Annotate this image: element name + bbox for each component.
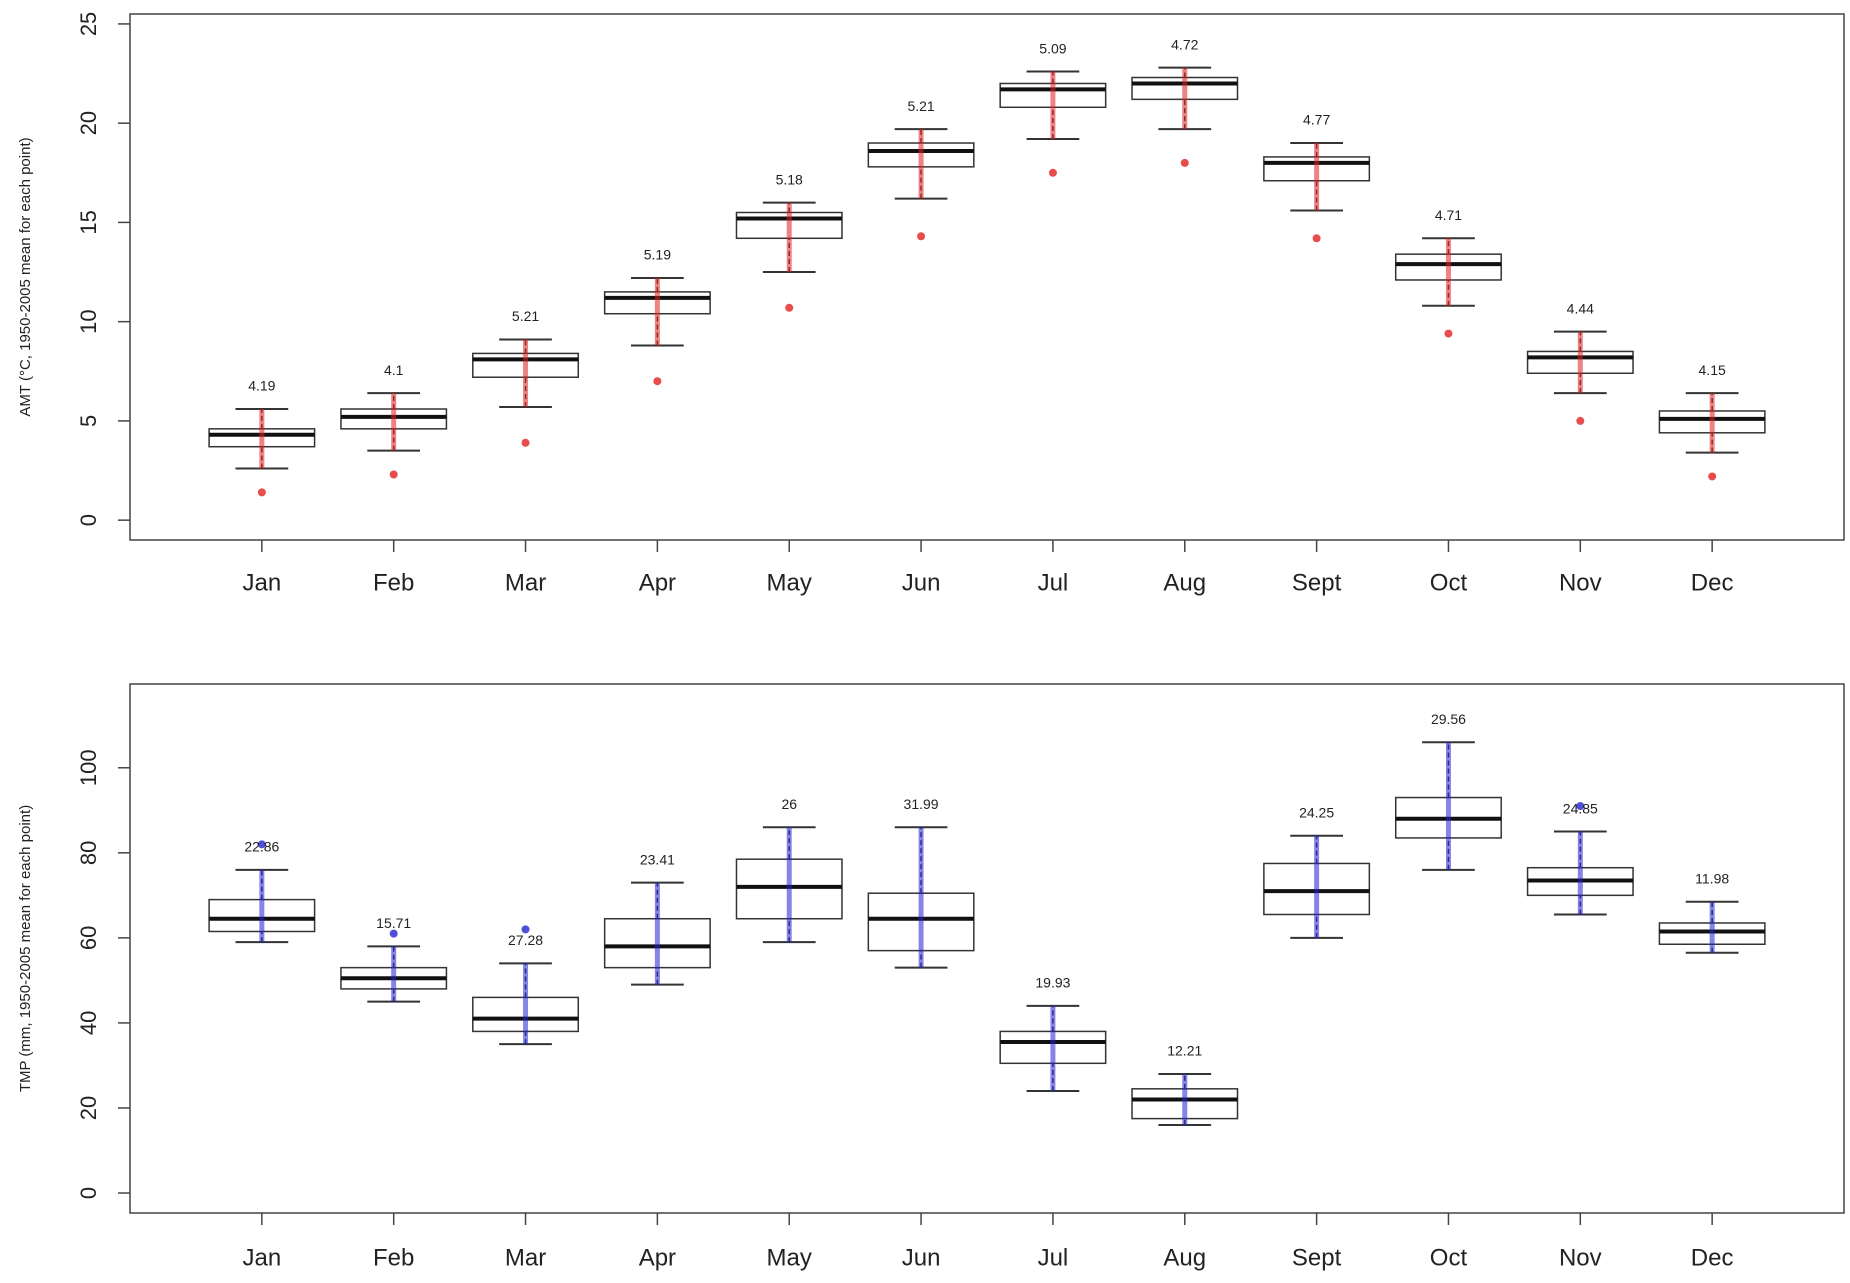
annotation: 4.71 bbox=[1435, 207, 1462, 223]
annotation: 31.99 bbox=[904, 796, 939, 812]
x-tick-label: Nov bbox=[1559, 1244, 1602, 1271]
x-tick-label: Jan bbox=[242, 569, 281, 596]
x-tick-label: Jun bbox=[902, 569, 941, 596]
x-tick-label: Mar bbox=[505, 1244, 546, 1271]
x-tick-label: Aug bbox=[1163, 569, 1206, 596]
outlier bbox=[653, 377, 662, 386]
annotation: 4.1 bbox=[384, 362, 404, 378]
outlier bbox=[257, 488, 266, 497]
x-tick-label: Oct bbox=[1430, 569, 1468, 596]
x-tick-label: May bbox=[767, 569, 812, 596]
annotation: 11.98 bbox=[1695, 870, 1729, 886]
x-tick-label: Sept bbox=[1292, 569, 1342, 596]
y-tick-label: 100 bbox=[76, 749, 101, 786]
outlier bbox=[1312, 234, 1321, 243]
annotation: 5.18 bbox=[776, 171, 803, 187]
y-tick-label: 80 bbox=[76, 841, 101, 865]
outlier bbox=[1576, 416, 1585, 425]
outlier bbox=[785, 303, 794, 312]
outlier bbox=[1444, 329, 1453, 338]
outlier bbox=[1180, 158, 1189, 167]
x-tick-label: Apr bbox=[639, 1244, 676, 1271]
y-tick-label: 15 bbox=[76, 210, 101, 234]
plot-frame bbox=[129, 683, 1845, 1214]
annotation: 24.25 bbox=[1299, 805, 1334, 821]
x-tick-label: May bbox=[767, 1244, 812, 1271]
y-tick-label: 20 bbox=[76, 1096, 101, 1120]
annotation: 5.09 bbox=[1039, 40, 1066, 56]
annotation: 5.19 bbox=[644, 247, 671, 263]
x-tick-label: Jul bbox=[1038, 569, 1069, 596]
annotation: 27.28 bbox=[508, 932, 543, 948]
outlier bbox=[389, 929, 398, 938]
annotation: 5.21 bbox=[907, 98, 934, 114]
annotation: 15.71 bbox=[376, 915, 411, 931]
annotation: 22.86 bbox=[244, 839, 279, 855]
y-axis-label: TMP (mm, 1950-2005 mean for each point) bbox=[17, 805, 34, 1092]
annotation: 24.85 bbox=[1563, 800, 1598, 816]
x-tick-label: Mar bbox=[505, 569, 546, 596]
y-tick-label: 40 bbox=[76, 1011, 101, 1035]
outlier bbox=[257, 840, 266, 849]
outlier bbox=[917, 232, 926, 241]
x-tick-label: Nov bbox=[1559, 569, 1602, 596]
outlier bbox=[1576, 802, 1585, 811]
annotation: 5.21 bbox=[512, 308, 539, 324]
y-tick-label: 0 bbox=[76, 1187, 101, 1199]
outlier bbox=[521, 925, 530, 934]
y-tick-label: 5 bbox=[76, 415, 101, 427]
x-tick-label: Jan bbox=[242, 1244, 281, 1271]
x-tick-label: Oct bbox=[1430, 1244, 1468, 1271]
x-tick-label: Dec bbox=[1691, 1244, 1734, 1271]
annotation: 29.56 bbox=[1431, 711, 1466, 727]
y-tick-label: 25 bbox=[76, 12, 101, 36]
y-tick-label: 0 bbox=[76, 514, 101, 526]
x-tick-label: Jun bbox=[902, 1244, 941, 1271]
outlier bbox=[1048, 168, 1057, 177]
annotation: 23.41 bbox=[640, 851, 675, 867]
x-tick-label: Apr bbox=[639, 569, 676, 596]
y-tick-label: 60 bbox=[76, 926, 101, 950]
x-tick-label: Sept bbox=[1292, 1244, 1342, 1271]
x-tick-label: Feb bbox=[373, 569, 414, 596]
x-tick-label: Dec bbox=[1691, 569, 1734, 596]
x-tick-label: Aug bbox=[1163, 1244, 1206, 1271]
annotation: 4.15 bbox=[1699, 362, 1726, 378]
x-tick-label: Jul bbox=[1038, 1244, 1069, 1271]
outlier bbox=[1708, 472, 1717, 481]
annotation: 4.72 bbox=[1171, 36, 1198, 52]
outlier bbox=[389, 470, 398, 479]
annotation: 19.93 bbox=[1035, 975, 1070, 991]
annotation: 4.77 bbox=[1303, 112, 1330, 128]
y-axis-label: AMT (°C, 1950-2005 mean for each point) bbox=[17, 137, 34, 416]
annotation: 4.19 bbox=[248, 378, 275, 394]
y-tick-label: 10 bbox=[76, 309, 101, 333]
plot-frame bbox=[129, 13, 1845, 541]
outlier bbox=[521, 438, 530, 447]
annotation: 26 bbox=[781, 796, 797, 812]
y-tick-label: 20 bbox=[76, 111, 101, 135]
annotation: 12.21 bbox=[1167, 1043, 1202, 1059]
annotation: 4.44 bbox=[1567, 300, 1594, 316]
x-tick-label: Feb bbox=[373, 1244, 414, 1271]
